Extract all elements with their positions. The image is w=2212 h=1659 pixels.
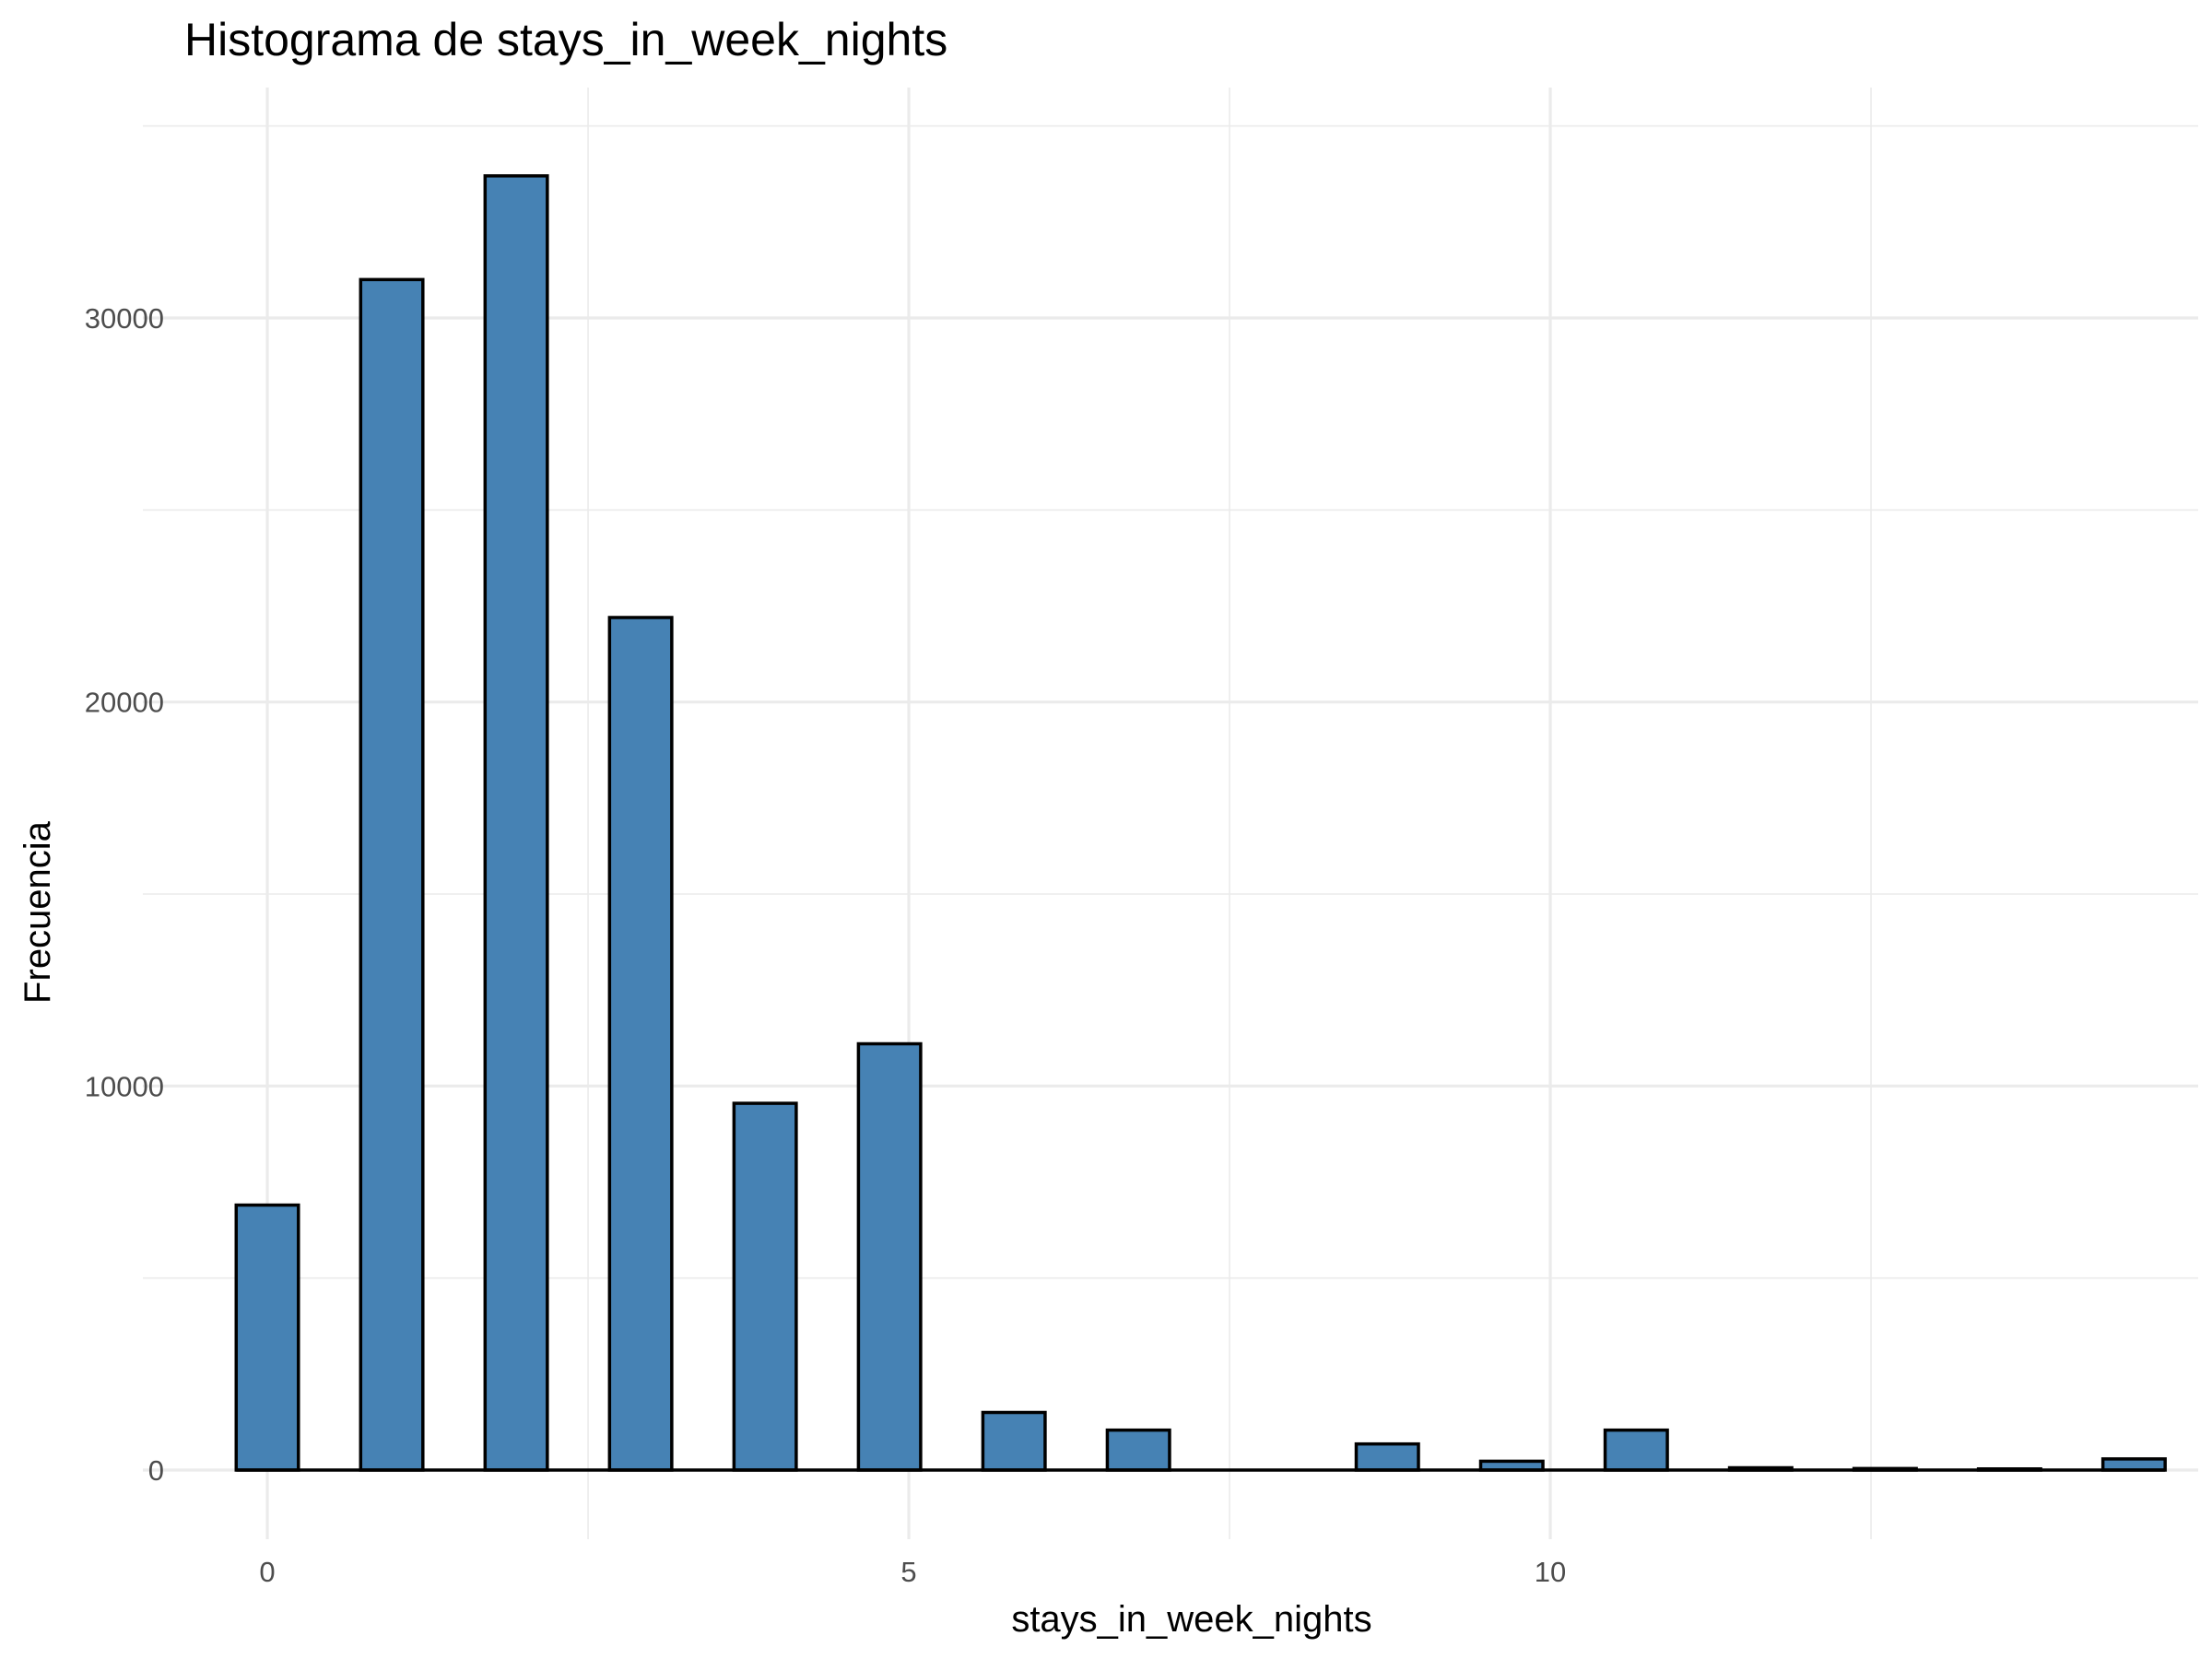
- histogram-bar: [483, 174, 549, 1472]
- y-tick-label: 20000: [85, 687, 164, 719]
- histogram-bar: [732, 1101, 798, 1472]
- bars: [234, 174, 2167, 1472]
- histogram-bar: [1603, 1428, 1669, 1472]
- chart-title: Histograma de stays_in_week_nights: [184, 14, 947, 65]
- x-tick-label: 5: [900, 1556, 916, 1588]
- x-axis-title: stays_in_week_nights: [1011, 1599, 1371, 1640]
- y-tick-label: 0: [148, 1454, 164, 1487]
- histogram-bar: [1105, 1428, 1171, 1472]
- y-axis-title: Frecuencia: [18, 820, 58, 1004]
- histogram-bar: [1354, 1441, 1420, 1472]
- histogram-bar: [607, 616, 674, 1472]
- tick-labels: 0 10000 20000 30000 0 5 10: [85, 302, 1566, 1588]
- histogram-bar: [981, 1410, 1047, 1472]
- x-tick-label: 10: [1535, 1556, 1566, 1588]
- y-tick-label: 10000: [85, 1070, 164, 1102]
- histogram-bar: [234, 1203, 300, 1472]
- grid-lines: [143, 88, 2198, 1539]
- histogram-bar: [359, 277, 425, 1472]
- y-tick-label: 30000: [85, 302, 164, 335]
- x-tick-label: 0: [259, 1556, 275, 1588]
- histogram-bar: [856, 1041, 923, 1472]
- histogram-bar: [2100, 1457, 2167, 1472]
